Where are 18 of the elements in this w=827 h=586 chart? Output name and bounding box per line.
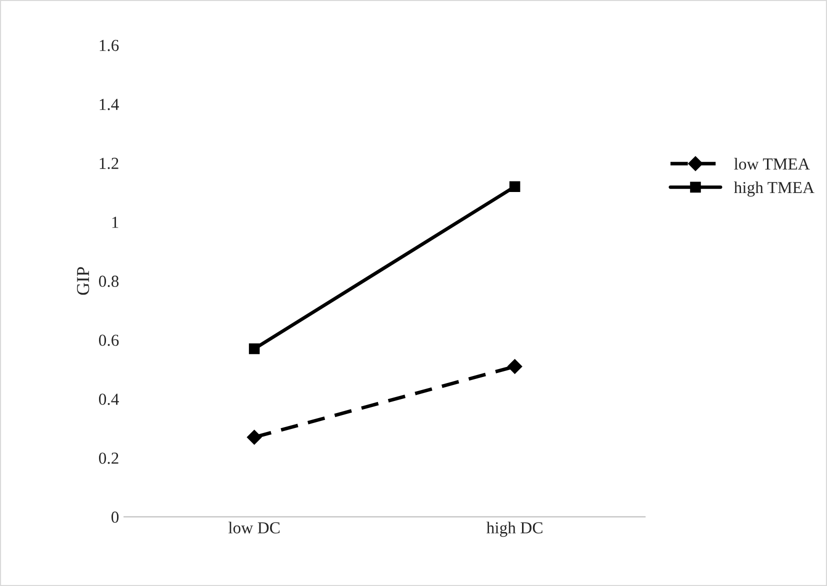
y-tick-label: 1: [112, 216, 118, 228]
point: [246, 430, 262, 445]
point: [509, 181, 520, 192]
legend-label: high TMEA: [734, 181, 814, 197]
y-tick-label: 0.2: [98, 452, 118, 464]
y-tick-label: 0.4: [98, 394, 119, 405]
legend-label: low TMEA: [734, 158, 810, 170]
y-tick-label: 1.4: [100, 98, 119, 110]
y-tick-label: 1.2: [100, 158, 118, 170]
x-tick-label: low DC: [228, 522, 280, 534]
point: [248, 343, 260, 354]
x-tick-label: high DC: [486, 522, 542, 537]
point: [507, 359, 522, 374]
y-tick-label: 0.8: [98, 276, 119, 288]
y-tick-label: 0: [111, 512, 119, 523]
y-tick-label: 1.6: [100, 40, 119, 52]
y-axis-title: GIP: [77, 267, 90, 295]
y-tick-label: 0.6: [98, 334, 119, 346]
